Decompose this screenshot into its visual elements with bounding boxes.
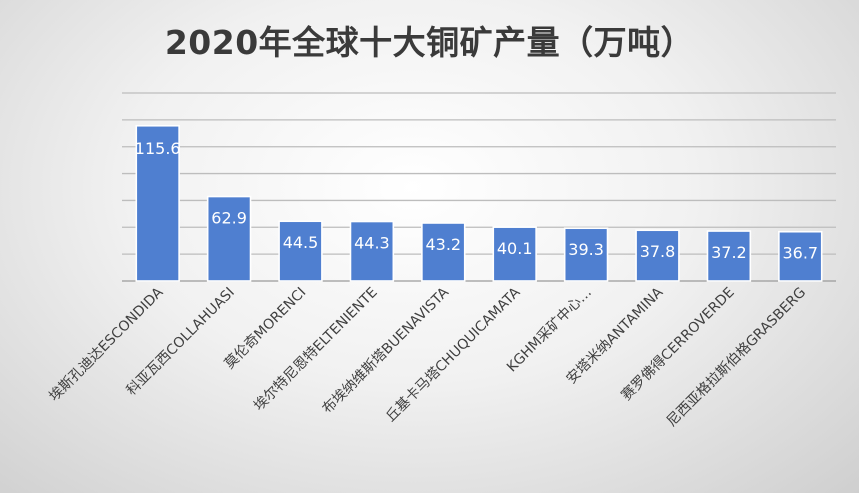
x-tick-label: 埃斯孔迪达ESCONDIDA: [46, 284, 167, 405]
bar: [635, 229, 680, 282]
bar: [706, 230, 752, 282]
x-tick-label: 布埃纳维斯塔BUENAVISTA: [320, 284, 453, 417]
data-label: 36.7: [782, 244, 818, 263]
x-tick-label: 赛罗佛得CERROVERDE: [618, 284, 738, 404]
data-label: 44.5: [283, 233, 319, 252]
x-tick-label: 尼西亚格拉斯伯格GRASBERG: [664, 285, 809, 430]
data-label: 44.3: [354, 234, 390, 253]
bar: [135, 124, 180, 282]
data-label: 39.3: [568, 240, 604, 259]
data-label: 37.2: [711, 243, 747, 262]
data-label: 43.2: [425, 235, 461, 254]
bar: [206, 195, 252, 282]
x-tick-label: 丘基卡马塔CHUQUICAMATA: [382, 284, 524, 426]
bar: [349, 220, 395, 282]
x-tick-label: 埃尔特尼恩特ELTENIENTE: [251, 285, 381, 415]
bar: [278, 220, 323, 282]
data-label: 115.6: [135, 139, 181, 158]
chart-title: 2020年全球十大铜矿产量（万吨）: [164, 23, 695, 62]
bar: [563, 227, 609, 282]
data-label: 40.1: [497, 239, 533, 258]
data-label: 37.8: [640, 242, 676, 261]
bar: [778, 230, 823, 282]
bar: [421, 222, 466, 282]
bar: [492, 226, 537, 282]
data-label: 62.9: [211, 209, 247, 228]
